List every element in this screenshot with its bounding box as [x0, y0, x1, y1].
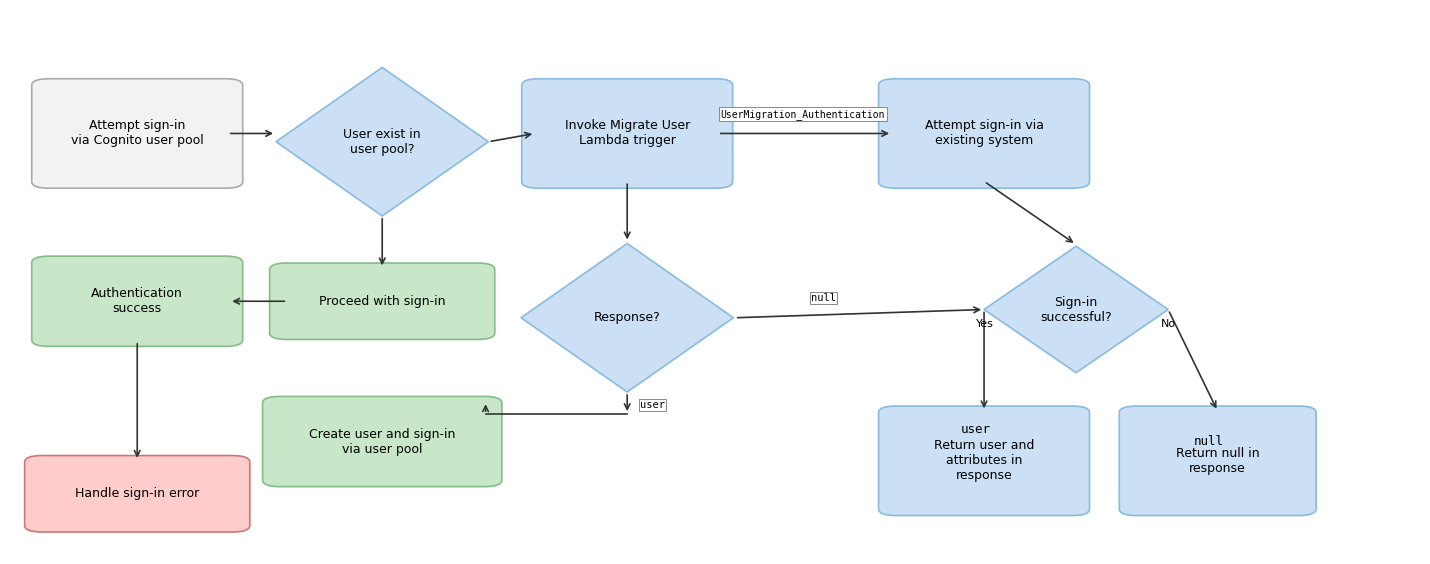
Text: Invoke Migrate User
Lambda trigger: Invoke Migrate User Lambda trigger — [565, 120, 689, 147]
FancyBboxPatch shape — [522, 79, 732, 188]
Text: Sign-in
successful?: Sign-in successful? — [1040, 296, 1113, 324]
Text: Attempt sign-in
via Cognito user pool: Attempt sign-in via Cognito user pool — [72, 120, 203, 147]
FancyBboxPatch shape — [31, 79, 243, 188]
FancyBboxPatch shape — [263, 396, 502, 487]
Text: Response?: Response? — [593, 311, 661, 324]
FancyBboxPatch shape — [270, 263, 495, 340]
FancyBboxPatch shape — [31, 256, 243, 346]
FancyBboxPatch shape — [24, 456, 250, 532]
Text: User exist in
user pool?: User exist in user pool? — [343, 127, 420, 156]
Text: null: null — [811, 293, 837, 303]
Text: Create user and sign-in
via user pool: Create user and sign-in via user pool — [309, 428, 455, 456]
Text: No: No — [1161, 319, 1177, 329]
FancyBboxPatch shape — [1120, 406, 1316, 515]
Text: Authentication
success: Authentication success — [92, 287, 183, 315]
Text: Return user and
attributes in
response: Return user and attributes in response — [934, 439, 1034, 482]
Text: Proceed with sign-in: Proceed with sign-in — [319, 295, 446, 308]
Text: null: null — [1194, 435, 1224, 448]
FancyBboxPatch shape — [878, 406, 1090, 515]
FancyBboxPatch shape — [878, 79, 1090, 188]
Text: user: user — [641, 400, 665, 410]
Text: Return null in
response: Return null in response — [1175, 447, 1260, 475]
Polygon shape — [521, 244, 734, 392]
Polygon shape — [276, 68, 489, 216]
Polygon shape — [984, 246, 1168, 373]
Text: user: user — [961, 423, 991, 436]
Text: Attempt sign-in via
existing system: Attempt sign-in via existing system — [925, 120, 1044, 147]
Text: Handle sign-in error: Handle sign-in error — [76, 487, 199, 500]
Text: Yes: Yes — [977, 319, 994, 329]
Text: UserMigration_Authentication: UserMigration_Authentication — [721, 109, 885, 120]
